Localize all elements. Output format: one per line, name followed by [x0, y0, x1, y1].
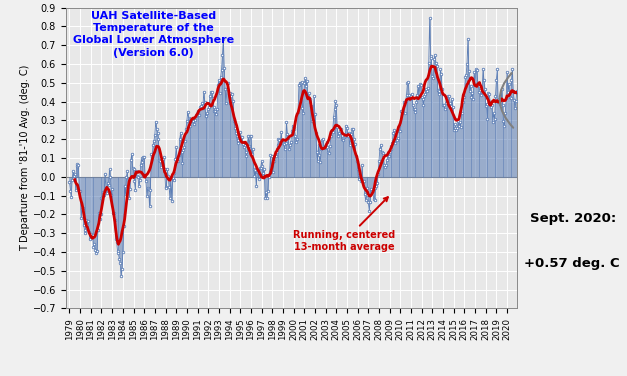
- Text: UAH Satellite-Based
Temperature of the
Global Lower Atmosphere
(Version 6.0): UAH Satellite-Based Temperature of the G…: [73, 11, 234, 58]
- FancyArrowPatch shape: [500, 73, 514, 128]
- Text: Running, centered
13-month average: Running, centered 13-month average: [293, 197, 396, 252]
- Text: +0.57 deg. C: +0.57 deg. C: [524, 257, 619, 270]
- Y-axis label: T Departure from '81-'10 Avg. (deg. C): T Departure from '81-'10 Avg. (deg. C): [20, 65, 30, 251]
- Text: Sept. 2020:: Sept. 2020:: [530, 212, 616, 224]
